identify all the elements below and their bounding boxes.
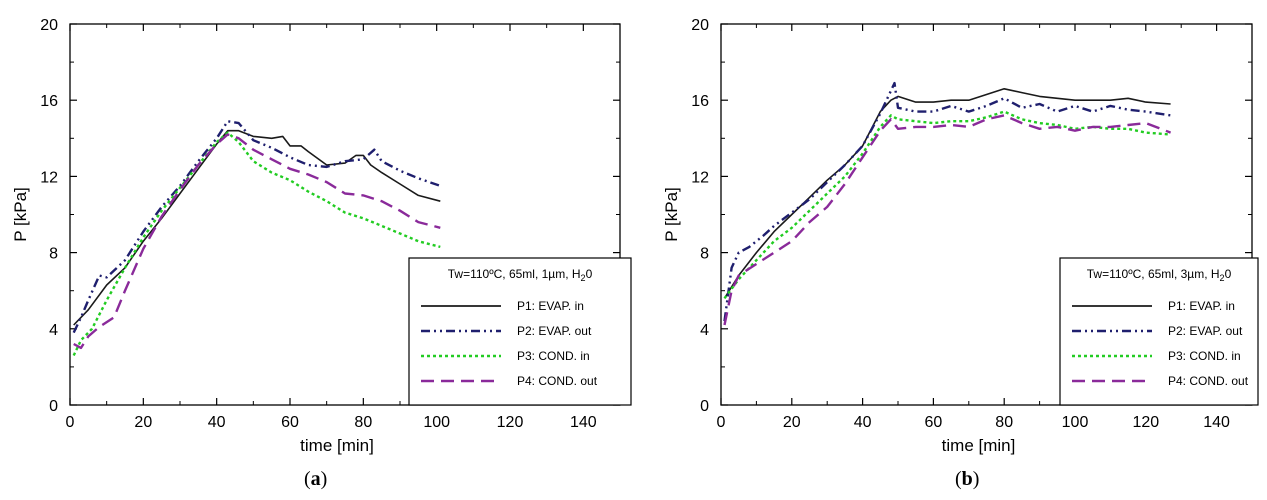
x-tick-label: 120: [497, 414, 524, 431]
legend-title: Tw=110ºC, 65ml, 1µm, H20: [448, 267, 593, 283]
panel-label-a-letter: a: [310, 468, 321, 490]
legend-entry-p1: P1: EVAP. in: [517, 299, 584, 313]
y-tick-label: 8: [49, 246, 58, 263]
x-axis-label: time [min]: [942, 436, 1016, 455]
x-tick-label: 60: [925, 414, 943, 431]
panel-label-b-letter: b: [961, 468, 973, 490]
series-line-p2: [72, 119, 441, 334]
y-tick-label: 20: [691, 17, 709, 34]
y-tick-label: 16: [691, 93, 709, 110]
x-tick-label: 20: [134, 414, 152, 431]
legend-title-sub: 2: [1220, 273, 1225, 283]
x-axis-label: time [min]: [300, 436, 374, 455]
legend-entry-p1: P1: EVAP. in: [1168, 299, 1235, 313]
x-tick-label: 80: [995, 414, 1013, 431]
series-line-p4: [73, 133, 441, 350]
x-tick-label: 20: [783, 414, 801, 431]
y-tick-label: 4: [700, 322, 709, 339]
y-axis-label: P [kPa]: [11, 187, 30, 242]
legend-entry-p2: P2: EVAP. out: [517, 324, 592, 338]
x-tick-label: 60: [281, 414, 299, 431]
series-line-p1: [73, 129, 441, 326]
series-line-p4: [723, 114, 1172, 326]
legend-title-sub: 2: [581, 273, 586, 283]
legend-entry-p4: P4: COND. out: [1168, 374, 1249, 388]
series-line-p3: [72, 131, 441, 357]
y-tick-label: 16: [40, 93, 58, 110]
x-tick-label: 80: [354, 414, 372, 431]
panel-label-b: (b): [955, 468, 980, 490]
legend-entry-p4: P4: COND. out: [517, 374, 598, 388]
x-tick-label: 100: [423, 414, 450, 431]
x-tick-label: 0: [66, 414, 75, 431]
legend-entry-p3: P3: COND. in: [1168, 349, 1241, 363]
legend-title: Tw=110ºC, 65ml, 3µm, H20: [1087, 267, 1232, 283]
y-tick-label: 4: [49, 322, 58, 339]
x-tick-label: 0: [717, 414, 726, 431]
x-tick-label: 140: [570, 414, 597, 431]
legend-entry-p2: P2: EVAP. out: [1168, 324, 1243, 338]
legend-entry-p3: P3: COND. in: [517, 349, 590, 363]
y-tick-label: 12: [40, 169, 58, 186]
x-tick-label: 40: [208, 414, 226, 431]
x-tick-label: 100: [1062, 414, 1089, 431]
legend-title-main: Tw=110ºC, 65ml, 1µm, H: [448, 267, 581, 281]
legend-title-tail: 0: [586, 267, 593, 281]
y-axis-label: P [kPa]: [662, 187, 681, 242]
y-tick-label: 0: [49, 398, 58, 415]
panel-label-a: (a): [304, 468, 328, 490]
y-tick-label: 0: [700, 398, 709, 415]
legend-title-tail: 0: [1225, 267, 1232, 281]
legend: Tw=110ºC, 65ml, 1µm, H20 P1: EVAP. in P2: …: [408, 257, 632, 406]
y-tick-label: 20: [40, 17, 58, 34]
y-tick-label: 12: [691, 169, 709, 186]
x-tick-label: 40: [854, 414, 872, 431]
y-tick-label: 8: [700, 246, 709, 263]
x-tick-label: 140: [1203, 414, 1230, 431]
x-tick-label: 120: [1132, 414, 1159, 431]
legend: Tw=110ºC, 65ml, 3µm, H20 P1: EVAP. in P2: …: [1059, 257, 1259, 406]
legend-title-main: Tw=110ºC, 65ml, 3µm, H: [1087, 267, 1220, 281]
